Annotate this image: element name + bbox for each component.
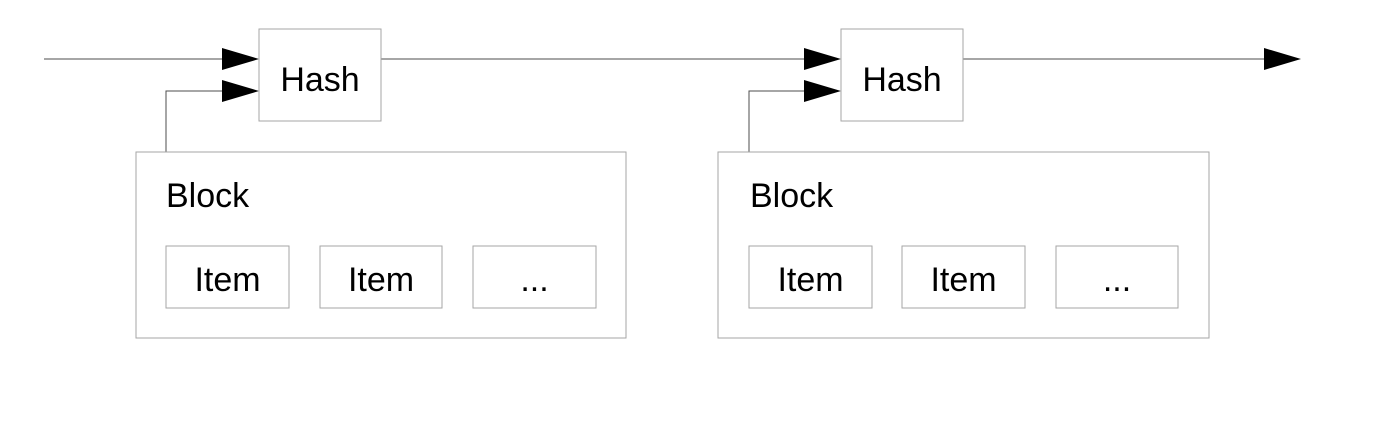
item-label: Item [930,261,996,299]
arrowhead-icon [804,48,841,70]
ellipsis-box [1055,245,1179,309]
block-to-hash-connector [165,90,224,152]
chain-group-1: Hash Block Item Item ... [135,28,627,339]
block-label: Block [750,177,834,215]
item-box [165,245,290,309]
item-label: Item [777,261,843,299]
hash-label: Hash [862,61,941,99]
ellipsis-label: ... [520,261,548,299]
item-box [901,245,1026,309]
ellipsis-box [472,245,597,309]
chain-group-2: Hash Block Item Item ... [717,28,1210,339]
arrowhead-icon [222,80,259,102]
arrowhead-icon [804,80,841,102]
ellipsis-label: ... [1103,261,1131,299]
hash-label: Hash [280,61,359,99]
arrowhead-icon [1264,48,1301,70]
block-to-hash-connector [748,90,806,152]
hash-box [258,28,382,122]
arrowhead-icon [222,48,259,70]
item-box [319,245,443,309]
item-label: Item [194,261,260,299]
hash-box [840,28,964,122]
item-label: Item [348,261,414,299]
block-label: Block [166,177,250,215]
item-box [748,245,873,309]
